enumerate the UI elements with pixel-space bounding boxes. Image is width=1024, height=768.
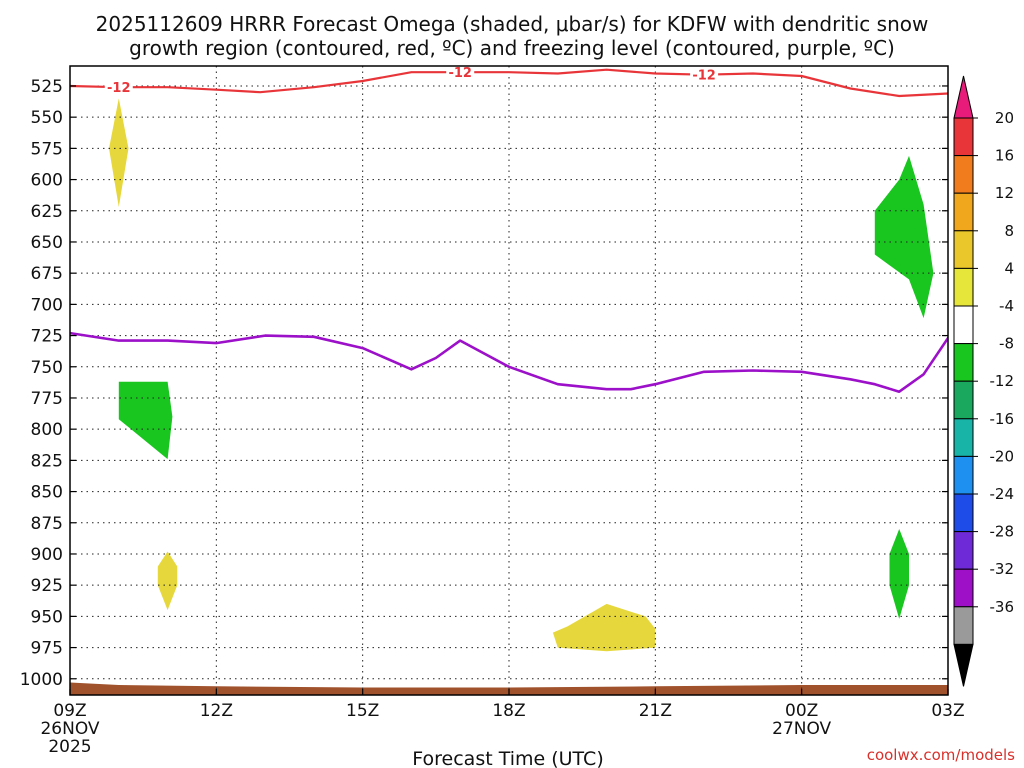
y-tick-label: 875: [31, 514, 63, 534]
y-tick-label: 950: [31, 607, 63, 627]
colorbar-segment: [953, 117, 974, 157]
colorbar-label: -8: [999, 335, 1014, 353]
contour-lines: -12 -12 -12: [70, 66, 948, 394]
colorbar-segment: [953, 606, 974, 645]
snow-growth-label: -12: [692, 69, 716, 84]
colorbar-label: -20: [990, 447, 1015, 465]
colorbar-label: 4: [1004, 259, 1014, 277]
y-tick-label: 550: [31, 108, 63, 128]
colorbar-label: -4: [999, 297, 1014, 315]
x-tick-label: 00Z: [785, 701, 818, 721]
colorbar-segment: [953, 531, 974, 570]
x-tick-label: 03Z: [931, 701, 964, 721]
y-tick-label: 600: [31, 171, 63, 191]
colorbar: 20 16 12 8 4 -4 -8 -12 -16 -20 -24 -28 -32 -36: [953, 75, 1015, 687]
colorbar-segment: [953, 493, 974, 533]
y-axis: 525 550 575 600 625 650 675 700 725 750 775 800 825 8…: [20, 77, 948, 690]
x-axis-label: Forecast Time (UTC): [412, 748, 603, 768]
colorbar-label: -28: [990, 523, 1015, 541]
colorbar-segment: [953, 418, 974, 457]
grid: [70, 66, 948, 695]
snow-growth-label: -12: [107, 81, 131, 96]
y-tick-label: 750: [31, 358, 63, 378]
colorbar-label: 16: [995, 147, 1014, 165]
colorbar-top-arrow: [953, 75, 974, 119]
colorbar-label: -24: [990, 485, 1015, 503]
colorbar-segment: [953, 380, 974, 420]
y-tick-label: 775: [31, 389, 63, 409]
colorbar-label: -32: [990, 560, 1015, 578]
colorbar-segment: [953, 568, 974, 608]
y-tick-label: 1000: [20, 670, 63, 690]
chart-title-line1: 2025112609 HRRR Forecast Omega (shaded, …: [96, 12, 929, 36]
y-tick-label: 725: [31, 327, 63, 347]
x-tick-label: 09Z: [53, 701, 86, 721]
colorbar-segment: [953, 192, 974, 232]
freezing-level-line: [70, 331, 948, 394]
colorbar-segment: [953, 267, 974, 307]
snow-growth-label-bg: [104, 79, 133, 94]
y-tick-label: 700: [31, 295, 63, 315]
y-tick-label: 850: [31, 483, 63, 503]
y-tick-label: 975: [31, 639, 63, 659]
colorbar-label: -36: [990, 598, 1015, 616]
y-tick-label: 900: [31, 545, 63, 565]
omega-shaded-region-3: [157, 551, 178, 611]
omega-shaded-region-2: [118, 381, 173, 460]
chart-title-line2: growth region (contoured, red, ºC) and f…: [129, 36, 895, 60]
colorbar-segment: [953, 455, 974, 495]
colorbar-segment: [953, 230, 974, 269]
x-tick-year: 2025: [48, 737, 91, 757]
y-tick-label: 675: [31, 264, 63, 284]
x-tick-date: 26NOV: [40, 719, 99, 739]
snow-growth-line: [70, 68, 948, 98]
x-tick-label: 21Z: [639, 701, 672, 721]
snow-growth-label: -12: [448, 66, 472, 81]
x-tick-label: 15Z: [346, 701, 379, 721]
credit-text: coolwx.com/models: [867, 746, 1015, 764]
colorbar-segment: [953, 155, 974, 194]
x-tick-label: 12Z: [200, 701, 233, 721]
snow-growth-label-bg: [446, 66, 475, 79]
y-tick-label: 525: [31, 77, 63, 97]
omega-shaded-region-4: [552, 603, 656, 652]
colorbar-segment: [953, 305, 974, 345]
omega-shaded-region-1: [109, 98, 129, 207]
colorbar-bottom-arrow: [953, 643, 974, 687]
y-tick-label: 575: [31, 139, 63, 159]
y-tick-label: 825: [31, 451, 63, 471]
colorbar-label: -12: [990, 372, 1015, 390]
x-tick-date: 27NOV: [772, 719, 831, 739]
y-tick-label: 925: [31, 576, 63, 596]
colorbar-label: 8: [1004, 222, 1014, 240]
omega-shaded-region-5: [874, 155, 934, 319]
colorbar-segment: [953, 343, 974, 382]
omega-shaded-region-6: [889, 529, 909, 619]
colorbar-label: 20: [995, 109, 1014, 127]
y-tick-label: 650: [31, 233, 63, 253]
colorbar-label: -16: [990, 410, 1015, 428]
y-tick-label: 625: [31, 202, 63, 222]
snow-growth-label-bg: [690, 66, 719, 81]
colorbar-label: 12: [995, 184, 1014, 202]
y-tick-label: 800: [31, 420, 63, 440]
x-tick-label: 18Z: [492, 701, 525, 721]
